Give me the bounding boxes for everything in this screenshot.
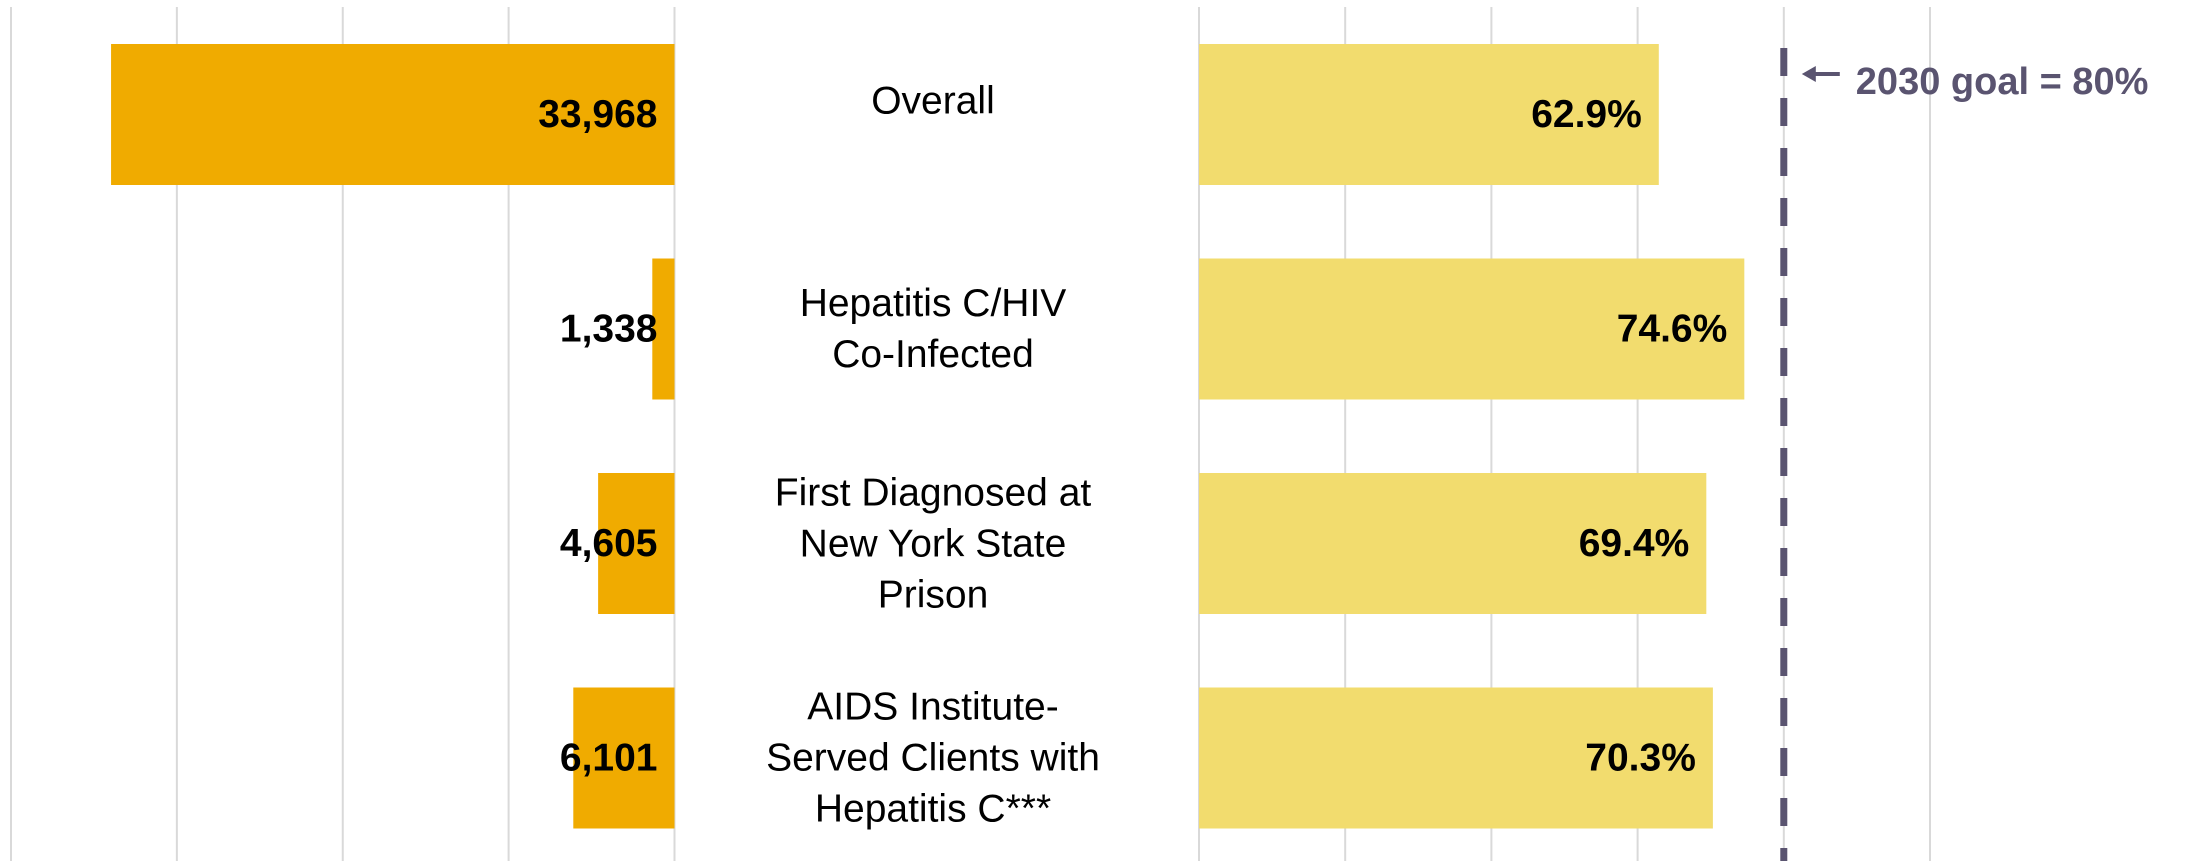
value-label: 69.4% — [1579, 522, 1690, 565]
value-label: 33,968 — [538, 93, 657, 136]
goal-label: 2030 goal = 80% — [1856, 61, 2149, 103]
category-label: AIDS Institute- Served Clients with Hepa… — [766, 685, 1100, 831]
value-label: 70.3% — [1585, 736, 1696, 779]
bar — [573, 687, 675, 829]
bar — [1199, 473, 1707, 614]
goal-arrow-head — [1801, 66, 1816, 82]
category-label: First Diagnosed at New York State Prison — [774, 471, 1092, 616]
bar — [652, 258, 675, 400]
value-label: 62.9% — [1531, 93, 1642, 136]
bar — [1199, 44, 1659, 185]
bar — [1199, 258, 1745, 400]
bar — [1199, 687, 1713, 829]
category-label: Hepatitis C/HIV Co-Infected — [799, 282, 1067, 376]
bar — [111, 44, 675, 185]
value-label: 74.6% — [1617, 307, 1728, 350]
category-label: Overall — [871, 79, 995, 123]
value-label: 1,338 — [560, 307, 658, 350]
value-label: 6,101 — [560, 736, 658, 779]
value-label: 4,605 — [560, 522, 658, 565]
bar — [598, 473, 675, 614]
